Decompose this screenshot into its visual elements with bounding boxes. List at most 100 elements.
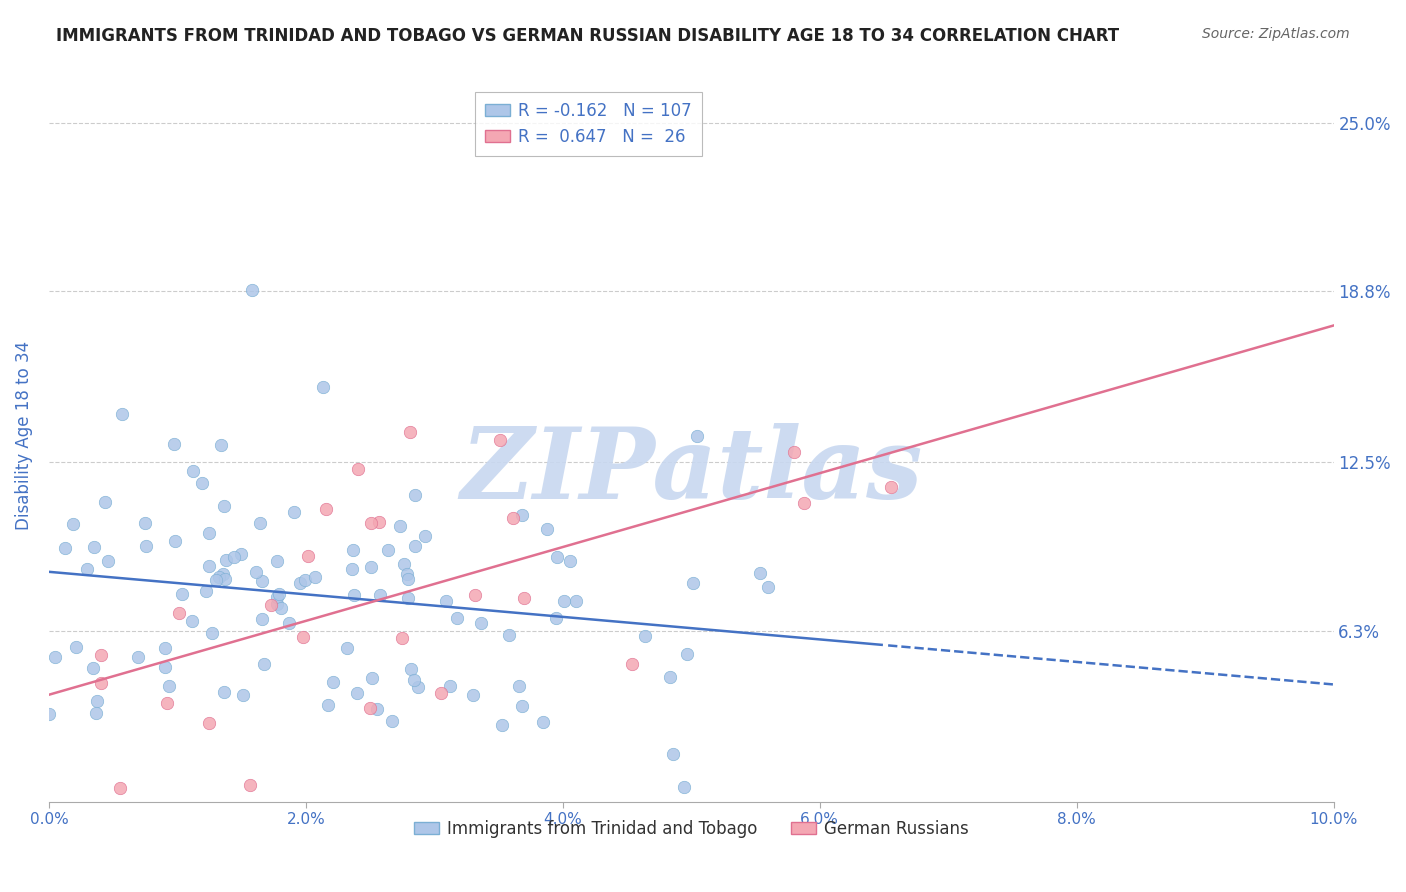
- Point: [429, 686, 451, 700]
- Point: [436, 593, 458, 607]
- Point: [245, 565, 267, 579]
- Point: [368, 588, 391, 602]
- Point: [336, 640, 359, 655]
- Point: [312, 380, 335, 394]
- Point: [461, 688, 484, 702]
- Point: [659, 670, 682, 684]
- Point: [620, 657, 643, 671]
- Point: [489, 433, 512, 447]
- Point: [439, 679, 461, 693]
- Point: [214, 572, 236, 586]
- Legend: Immigrants from Trinidad and Tobago, German Russians: Immigrants from Trinidad and Tobago, Ger…: [406, 814, 976, 845]
- Point: [558, 554, 581, 568]
- Point: [259, 599, 281, 613]
- Point: [676, 647, 699, 661]
- Point: [682, 576, 704, 591]
- Point: [270, 601, 292, 615]
- Point: [340, 562, 363, 576]
- Point: [446, 611, 468, 625]
- Point: [55, 541, 77, 555]
- Point: [510, 699, 533, 714]
- Point: [508, 679, 530, 693]
- Point: [395, 566, 418, 581]
- Point: [231, 688, 253, 702]
- Point: [204, 573, 226, 587]
- Point: [44, 649, 66, 664]
- Point: [266, 553, 288, 567]
- Point: [404, 673, 426, 688]
- Point: [359, 701, 381, 715]
- Point: [553, 594, 575, 608]
- Point: [360, 560, 382, 574]
- Point: [502, 510, 524, 524]
- Point: [65, 640, 87, 655]
- Point: [240, 283, 263, 297]
- Point: [135, 539, 157, 553]
- Point: [377, 542, 399, 557]
- Point: [215, 553, 238, 567]
- Point: [536, 522, 558, 536]
- Point: [470, 616, 492, 631]
- Point: [90, 676, 112, 690]
- Point: [111, 407, 134, 421]
- Point: [672, 780, 695, 794]
- Point: [253, 657, 276, 671]
- Point: [342, 543, 364, 558]
- Point: [249, 516, 271, 531]
- Point: [347, 462, 370, 476]
- Point: [498, 628, 520, 642]
- Point: [304, 570, 326, 584]
- Point: [748, 566, 770, 580]
- Point: [167, 606, 190, 620]
- Point: [322, 674, 344, 689]
- Point: [197, 526, 219, 541]
- Point: [404, 539, 426, 553]
- Point: [361, 671, 384, 685]
- Point: [366, 702, 388, 716]
- Point: [367, 515, 389, 529]
- Point: [394, 558, 416, 572]
- Point: [294, 573, 316, 587]
- Point: [756, 580, 779, 594]
- Point: [315, 501, 337, 516]
- Point: [224, 550, 246, 565]
- Point: [198, 715, 221, 730]
- Point: [156, 696, 179, 710]
- Point: [396, 572, 419, 586]
- Point: [194, 584, 217, 599]
- Point: [212, 499, 235, 513]
- Point: [464, 588, 486, 602]
- Point: [662, 747, 685, 761]
- Point: [212, 566, 235, 581]
- Point: [181, 615, 204, 629]
- Point: [172, 587, 194, 601]
- Point: [381, 714, 404, 729]
- Point: [880, 480, 903, 494]
- Point: [181, 464, 204, 478]
- Point: [391, 632, 413, 646]
- Point: [360, 516, 382, 530]
- Text: ZIPatlas: ZIPatlas: [460, 424, 922, 520]
- Point: [269, 587, 291, 601]
- Point: [163, 437, 186, 451]
- Y-axis label: Disability Age 18 to 34: Disability Age 18 to 34: [15, 341, 32, 530]
- Point: [214, 685, 236, 699]
- Point: [396, 591, 419, 605]
- Point: [404, 488, 426, 502]
- Point: [82, 660, 104, 674]
- Point: [277, 615, 299, 630]
- Point: [491, 718, 513, 732]
- Point: [288, 575, 311, 590]
- Point: [62, 516, 84, 531]
- Point: [531, 715, 554, 730]
- Point: [84, 706, 107, 720]
- Point: [86, 694, 108, 708]
- Point: [83, 540, 105, 554]
- Point: [157, 679, 180, 693]
- Point: [266, 597, 288, 611]
- Point: [134, 516, 156, 530]
- Point: [291, 630, 314, 644]
- Point: [89, 648, 111, 662]
- Point: [283, 505, 305, 519]
- Point: [190, 476, 212, 491]
